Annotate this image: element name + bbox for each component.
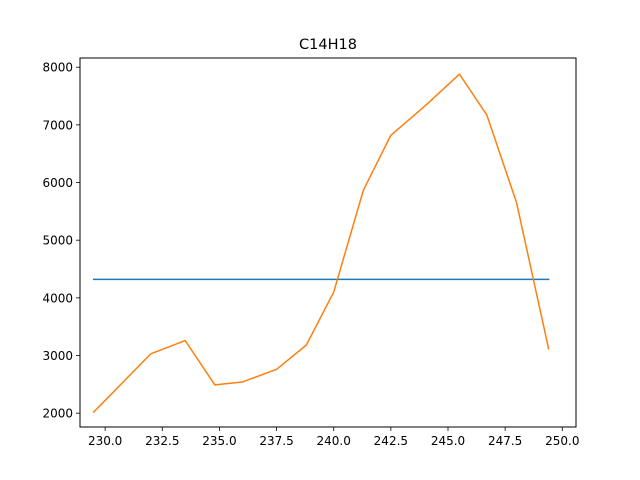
chart-title: C14H18: [299, 37, 357, 53]
x-tick-label: 250.0: [545, 434, 579, 448]
x-tick-label: 242.5: [374, 434, 408, 448]
series-layer: [92, 73, 550, 414]
x-tick-label: 235.0: [202, 434, 236, 448]
x-tick-label: 232.5: [145, 434, 179, 448]
plot-frame: [79, 57, 577, 428]
y-tick-label: 3000: [42, 349, 73, 363]
y-axis: 2000 3000 4000 5000 6000 7000 8000: [42, 61, 80, 421]
x-tick-label: 240.0: [317, 434, 351, 448]
y-tick-label: 5000: [42, 234, 73, 248]
y-tick-label: 2000: [42, 407, 73, 421]
y-tick-label: 7000: [42, 118, 73, 132]
x-axis: 230.0 232.5 235.0 237.5 240.0 242.5 245.0 247.5…: [88, 427, 579, 448]
x-tick-label: 247.5: [488, 434, 522, 448]
y-tick-label: 6000: [42, 176, 73, 190]
y-tick-label: 4000: [42, 291, 73, 305]
x-tick-label: 230.0: [88, 434, 122, 448]
y-tick-label: 8000: [42, 61, 73, 75]
series-line-2: [92, 73, 550, 414]
x-tick-label: 245.0: [431, 434, 465, 448]
x-tick-label: 237.5: [259, 434, 293, 448]
